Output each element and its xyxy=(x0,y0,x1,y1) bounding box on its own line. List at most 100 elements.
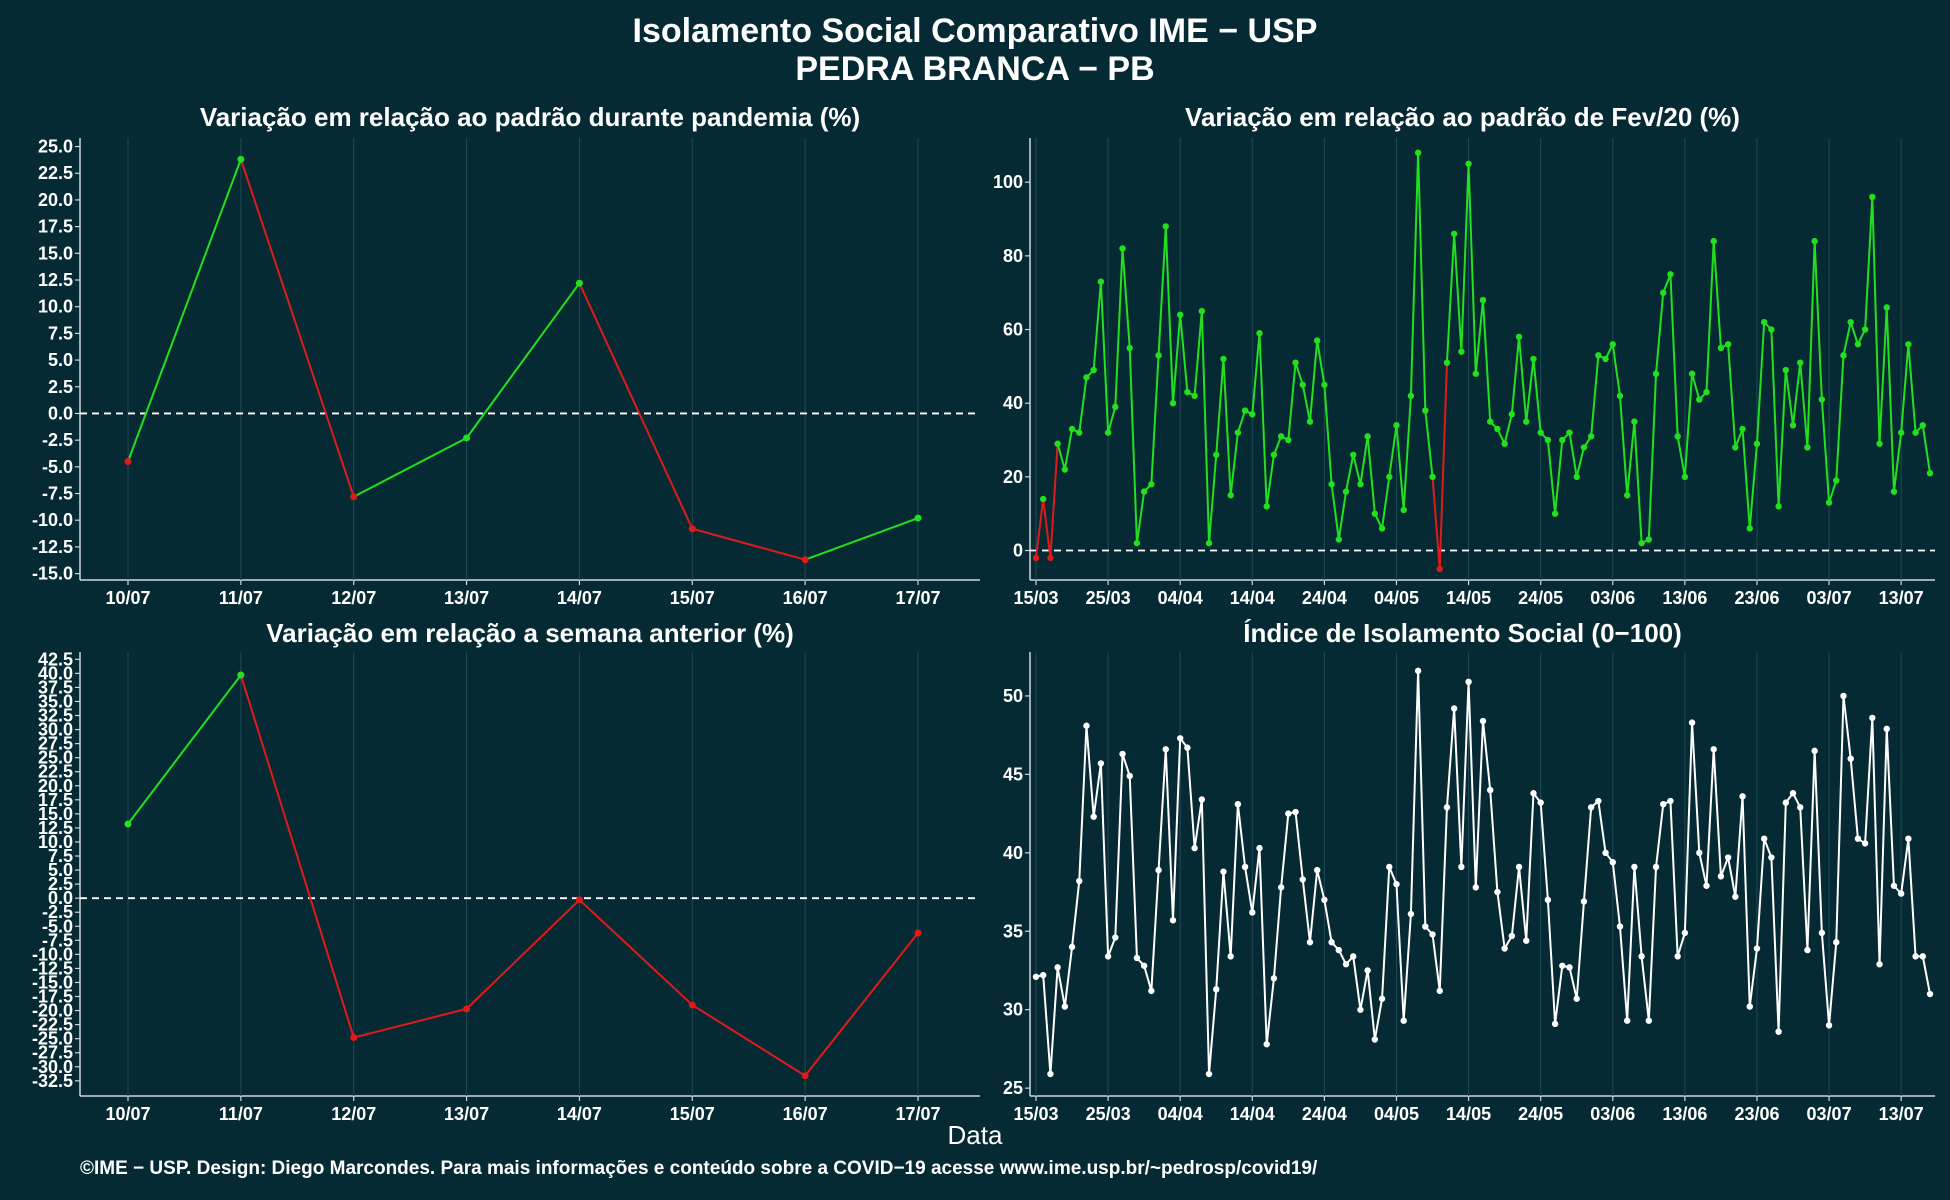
y-tick-label: 10.0 xyxy=(38,832,73,852)
data-point xyxy=(1674,953,1681,960)
series-segment xyxy=(1755,322,1766,444)
series-segment xyxy=(1655,804,1665,868)
data-point xyxy=(1789,422,1797,429)
series-segment xyxy=(1575,901,1585,999)
series-segment xyxy=(1056,967,1066,1007)
data-point xyxy=(350,1034,358,1042)
series-segment xyxy=(1626,421,1636,496)
x-tick-label: 04/04 xyxy=(1158,588,1203,608)
data-point xyxy=(1104,953,1112,960)
data-point xyxy=(1090,366,1097,374)
data-point xyxy=(237,671,245,679)
series-segment xyxy=(1431,476,1441,570)
y-tick-label: -2.5 xyxy=(42,902,73,922)
series-segment xyxy=(1532,358,1542,433)
series-segment xyxy=(1626,866,1636,1021)
series-segment xyxy=(1676,436,1686,478)
y-tick-label: 17.5 xyxy=(38,217,73,237)
series-segment xyxy=(1792,362,1802,426)
data-point xyxy=(1580,898,1588,905)
series-segment xyxy=(1460,681,1470,867)
series-segment xyxy=(1842,695,1852,759)
data-point xyxy=(1285,810,1292,817)
data-point xyxy=(1458,348,1465,355)
series-segment xyxy=(1539,802,1549,900)
series-segment xyxy=(1258,333,1268,507)
data-point xyxy=(1587,433,1595,440)
data-point xyxy=(1162,746,1169,753)
data-point xyxy=(1804,444,1811,451)
data-point xyxy=(1148,987,1155,995)
series-segment xyxy=(1676,932,1686,957)
data-point xyxy=(1833,939,1840,946)
x-tick-label: 11/07 xyxy=(219,588,263,608)
data-point xyxy=(1782,366,1790,374)
series-segment xyxy=(1280,813,1290,888)
panel4-title: Índice de Isolamento Social (0−100) xyxy=(1243,618,1682,648)
series-segment xyxy=(1294,362,1304,386)
series-segment xyxy=(1099,763,1110,957)
series-segment xyxy=(1590,355,1600,437)
data-point xyxy=(1825,499,1833,506)
series-segment xyxy=(1121,248,1131,349)
series-segment xyxy=(1900,838,1910,894)
data-point xyxy=(1544,896,1552,904)
data-point xyxy=(350,493,358,501)
x-tick-label: 12/07 xyxy=(331,588,376,608)
series-segment xyxy=(1907,344,1917,433)
data-point xyxy=(1789,790,1797,797)
series-segment xyxy=(1777,802,1787,1032)
series-segment xyxy=(1157,226,1167,356)
series-segment xyxy=(1705,241,1715,393)
data-point xyxy=(1299,381,1306,388)
data-point xyxy=(1883,725,1890,733)
data-point xyxy=(1097,760,1105,767)
data-point xyxy=(1508,411,1516,418)
series-segment xyxy=(1143,965,1153,992)
data-point xyxy=(1876,961,1883,968)
series-segment xyxy=(1294,811,1304,880)
data-point xyxy=(1703,882,1710,889)
series-segment xyxy=(1049,967,1059,1075)
x-tick-label: 10/07 xyxy=(105,1104,150,1124)
series-segment xyxy=(1597,800,1607,853)
series-segment xyxy=(1813,750,1823,933)
series-segment xyxy=(1727,857,1737,897)
y-tick-label: 27.5 xyxy=(38,734,73,754)
series-segment xyxy=(804,517,919,561)
data-point xyxy=(1054,964,1061,971)
series-segment xyxy=(1366,970,1376,1040)
series-segment xyxy=(1035,498,1045,559)
data-point xyxy=(1869,714,1876,722)
data-point xyxy=(1876,440,1883,447)
data-point xyxy=(1205,1070,1213,1078)
data-point xyxy=(1494,888,1501,896)
data-point xyxy=(1097,278,1105,285)
series-segment xyxy=(1820,399,1831,503)
y-tick-label: 60 xyxy=(1003,320,1023,340)
data-point xyxy=(1328,939,1335,946)
data-point xyxy=(1804,946,1811,954)
data-point xyxy=(1905,341,1912,348)
series-segment xyxy=(1445,233,1456,363)
series-segment xyxy=(1179,314,1189,393)
data-point xyxy=(914,929,922,937)
series-segment xyxy=(1554,439,1564,514)
data-point xyxy=(1602,355,1609,363)
data-point xyxy=(1256,330,1263,337)
series-segment xyxy=(1878,728,1888,965)
series-segment xyxy=(1301,879,1311,943)
data-point xyxy=(1825,1022,1833,1029)
series-segment xyxy=(1431,934,1441,992)
series-segment xyxy=(1092,763,1102,817)
series-segment xyxy=(1748,443,1758,529)
data-point xyxy=(1436,987,1443,995)
data-point xyxy=(1306,418,1314,425)
data-point xyxy=(1515,863,1523,871)
series-segment xyxy=(1337,491,1348,540)
data-point xyxy=(1407,392,1415,400)
data-point xyxy=(1321,896,1328,904)
series-segment xyxy=(1662,273,1672,294)
series-segment xyxy=(1647,373,1658,540)
y-tick-label: 35 xyxy=(1003,921,1023,941)
